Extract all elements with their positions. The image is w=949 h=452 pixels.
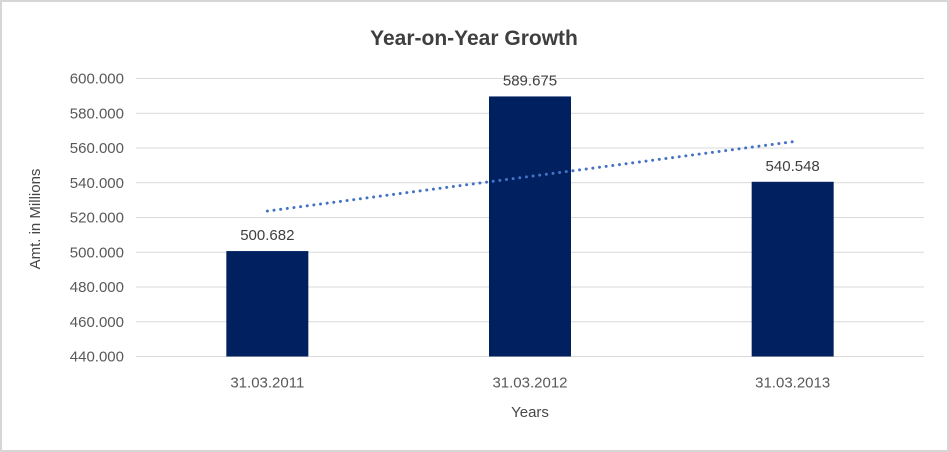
labels: 500.682 31.03.2011 589.675 31.03.2012 540.54… <box>230 72 830 391</box>
chart-title: Year-on-Year Growth <box>370 27 578 50</box>
x-tick-label: 31.03.2013 <box>755 375 830 392</box>
y-tick-label: 500.000 <box>70 244 124 261</box>
data-label: 589.675 <box>503 72 557 89</box>
y-tick-label: 440.000 <box>70 349 124 366</box>
trendline <box>265 140 795 213</box>
trendline-group <box>265 140 795 213</box>
x-tick-label: 31.03.2012 <box>492 375 567 392</box>
y-tick-label: 600.000 <box>70 71 124 88</box>
y-tick-label: 520.000 <box>70 210 124 227</box>
bar <box>226 251 309 357</box>
bar <box>489 96 571 357</box>
y-tick-label: 580.000 <box>70 105 124 122</box>
y-tick-label: 540.000 <box>70 175 124 192</box>
y-tick-label: 480.000 <box>70 279 124 296</box>
x-tick-label: 31.03.2011 <box>230 375 304 392</box>
bars <box>226 96 834 357</box>
y-axis-title: Amt. in Millions <box>27 169 44 270</box>
x-axis-title: Years <box>511 404 549 421</box>
y-tick-label: 460.000 <box>70 314 124 331</box>
y-tick-label: 560.000 <box>70 140 124 157</box>
bar <box>751 181 834 357</box>
data-label: 540.548 <box>766 158 820 175</box>
data-label: 500.682 <box>240 227 294 244</box>
